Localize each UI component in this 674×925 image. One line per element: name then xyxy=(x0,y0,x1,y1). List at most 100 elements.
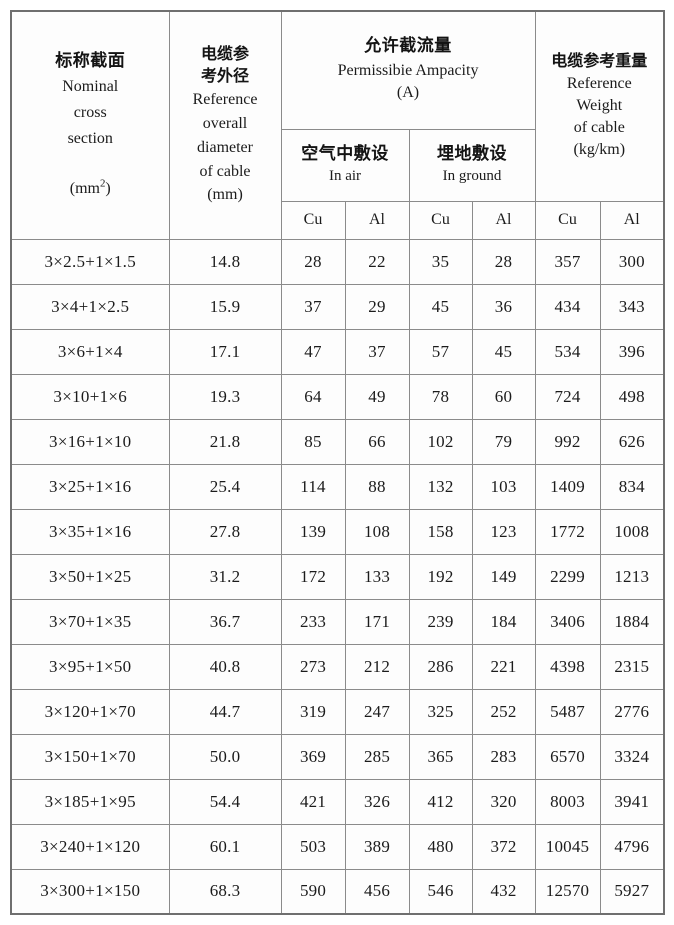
cell-ampacity-in-ground-cu: 365 xyxy=(408,733,473,780)
cell-ampacity-in-ground-cu: 57 xyxy=(408,328,473,375)
header-weight-en-2: Weight xyxy=(576,97,623,115)
cell-weight-cu: 724 xyxy=(534,373,601,420)
cell-weight-al: 1884 xyxy=(599,598,665,645)
header-diameter-cn-1: 电缆参 xyxy=(200,44,249,64)
cell-reference-diameter: 19.3 xyxy=(168,373,282,420)
header-nominal-en-2: cross xyxy=(73,103,107,121)
cell-reference-diameter: 40.8 xyxy=(168,643,282,690)
cell-ampacity-in-air-cu: 421 xyxy=(280,778,346,825)
cell-weight-cu: 3406 xyxy=(534,598,601,645)
cell-ampacity-in-air-al: 37 xyxy=(344,328,410,375)
cell-ampacity-in-ground-al: 79 xyxy=(471,418,536,465)
cell-weight-cu: 10045 xyxy=(534,823,601,870)
cell-nominal-cross-section: 3×150+1×70 xyxy=(10,733,170,780)
cell-ampacity-in-air-al: 285 xyxy=(344,733,410,780)
header-nominal-unit: (mm2) xyxy=(69,177,111,197)
cell-ampacity-in-air-al: 49 xyxy=(344,373,410,420)
header-diameter-en-1: Reference xyxy=(192,91,258,109)
cell-weight-cu: 2299 xyxy=(534,553,601,600)
cell-nominal-cross-section: 3×240+1×120 xyxy=(10,823,170,870)
cell-weight-cu: 4398 xyxy=(534,643,601,690)
cell-ampacity-in-ground-al: 45 xyxy=(471,328,536,375)
cell-ampacity-in-air-al: 66 xyxy=(344,418,410,465)
cell-ampacity-in-air-cu: 64 xyxy=(280,373,346,420)
cell-weight-al: 5927 xyxy=(599,868,665,915)
cell-ampacity-in-air-cu: 319 xyxy=(280,688,346,735)
header-ground-al: Al xyxy=(471,200,536,240)
table-row: 3×4+1×2.5 15.9 37 29 45 36 434 343 xyxy=(10,283,665,330)
cell-weight-cu: 992 xyxy=(534,418,601,465)
cell-weight-cu: 534 xyxy=(534,328,601,375)
cell-ampacity-in-air-cu: 172 xyxy=(280,553,346,600)
cell-ampacity-in-ground-al: 184 xyxy=(471,598,536,645)
table-row: 3×35+1×16 27.8 139 108 158 123 1772 1008 xyxy=(10,508,665,555)
cell-weight-cu: 5487 xyxy=(534,688,601,735)
cell-nominal-cross-section: 3×35+1×16 xyxy=(10,508,170,555)
cell-ampacity-in-air-cu: 37 xyxy=(280,283,346,330)
header-row-metals: Cu Al Cu Al Cu Al xyxy=(11,200,665,240)
cell-ampacity-in-ground-al: 320 xyxy=(471,778,536,825)
cell-ampacity-in-ground-al: 103 xyxy=(471,463,536,510)
table-body: 3×2.5+1×1.5 14.8 28 22 35 28 357 300 3×4+1×2.5 15… xyxy=(10,238,665,915)
header-row-primary: 标称截面 Nominal cross section (mm2) 电缆参 考外径… xyxy=(10,10,665,240)
header-weight-en-3: of cable xyxy=(573,119,625,137)
cell-ampacity-in-air-cu: 28 xyxy=(280,238,346,285)
cell-reference-diameter: 21.8 xyxy=(168,418,282,465)
header-group-weight: 电缆参考重量 Reference Weight of cable (kg/km) xyxy=(534,10,665,202)
cell-reference-diameter: 27.8 xyxy=(168,508,282,555)
cell-ampacity-in-air-al: 22 xyxy=(344,238,410,285)
table-row: 3×6+1×4 17.1 47 37 57 45 534 396 xyxy=(10,328,665,375)
cell-ampacity-in-air-cu: 503 xyxy=(280,823,346,870)
cell-nominal-cross-section: 3×2.5+1×1.5 xyxy=(10,238,170,285)
header-weight-en-1: Reference xyxy=(566,74,632,92)
cell-nominal-cross-section: 3×50+1×25 xyxy=(10,553,170,600)
cell-ampacity-in-air-al: 326 xyxy=(344,778,410,825)
table-row: 3×25+1×16 25.4 114 88 132 103 1409 834 xyxy=(10,463,665,510)
header-air-al: Al xyxy=(344,200,410,240)
table-row: 3×300+1×150 68.3 590 456 546 432 12570 5927 xyxy=(10,868,665,915)
cell-ampacity-in-ground-cu: 102 xyxy=(408,418,473,465)
header-sub-in-air: 空气中敷设 In air xyxy=(280,128,410,202)
table-row: 3×150+1×70 50.0 369 285 365 283 6570 3324 xyxy=(10,733,665,780)
cell-weight-al: 1213 xyxy=(599,553,665,600)
header-ampacity-unit: (A) xyxy=(396,83,420,101)
cell-ampacity-in-air-al: 108 xyxy=(344,508,410,555)
header-in-ground-cn: 埋地敷设 xyxy=(437,143,507,164)
cell-weight-cu: 6570 xyxy=(534,733,601,780)
cell-ampacity-in-ground-al: 432 xyxy=(471,868,536,915)
cell-reference-diameter: 31.2 xyxy=(168,553,282,600)
cell-ampacity-in-ground-al: 36 xyxy=(471,283,536,330)
header-in-air-en: In air xyxy=(328,167,362,184)
cell-ampacity-in-ground-cu: 192 xyxy=(408,553,473,600)
cell-nominal-cross-section: 3×6+1×4 xyxy=(10,328,170,375)
cell-weight-al: 626 xyxy=(599,418,665,465)
table-row: 3×185+1×95 54.4 421 326 412 320 8003 3941 xyxy=(10,778,665,825)
cell-weight-al: 3324 xyxy=(599,733,665,780)
cell-ampacity-in-ground-al: 28 xyxy=(471,238,536,285)
header-diameter-unit: (mm) xyxy=(207,186,243,204)
cell-weight-cu: 1409 xyxy=(534,463,601,510)
header-ampacity-cn: 允许截流量 xyxy=(364,36,452,57)
header-nominal-en-1: Nominal xyxy=(62,77,119,95)
cell-ampacity-in-air-cu: 590 xyxy=(280,868,346,915)
header-ampacity-en: Permissibie Ampacity xyxy=(337,61,479,79)
cell-ampacity-in-air-cu: 233 xyxy=(280,598,346,645)
cell-weight-al: 2776 xyxy=(599,688,665,735)
header-row-secondary: 空气中敷设 In air 埋地敷设 In ground xyxy=(11,128,664,202)
header-diameter-en-3: diameter xyxy=(197,139,253,157)
header-nominal-cn: 标称截面 xyxy=(55,50,126,71)
cell-ampacity-in-ground-cu: 132 xyxy=(408,463,473,510)
table-row: 3×16+1×10 21.8 85 66 102 79 992 626 xyxy=(10,418,665,465)
cell-nominal-cross-section: 3×25+1×16 xyxy=(10,463,170,510)
table-row: 3×240+1×120 60.1 503 389 480 372 10045 4796 xyxy=(10,823,665,870)
cell-reference-diameter: 17.1 xyxy=(168,328,282,375)
header-ground-cu: Cu xyxy=(408,200,473,240)
cell-ampacity-in-ground-cu: 546 xyxy=(408,868,473,915)
header-air-cu: Cu xyxy=(280,200,346,240)
cell-nominal-cross-section: 3×70+1×35 xyxy=(10,598,170,645)
cell-ampacity-in-ground-cu: 412 xyxy=(408,778,473,825)
cell-ampacity-in-ground-cu: 480 xyxy=(408,823,473,870)
cell-ampacity-in-ground-cu: 239 xyxy=(408,598,473,645)
cell-weight-al: 834 xyxy=(599,463,665,510)
